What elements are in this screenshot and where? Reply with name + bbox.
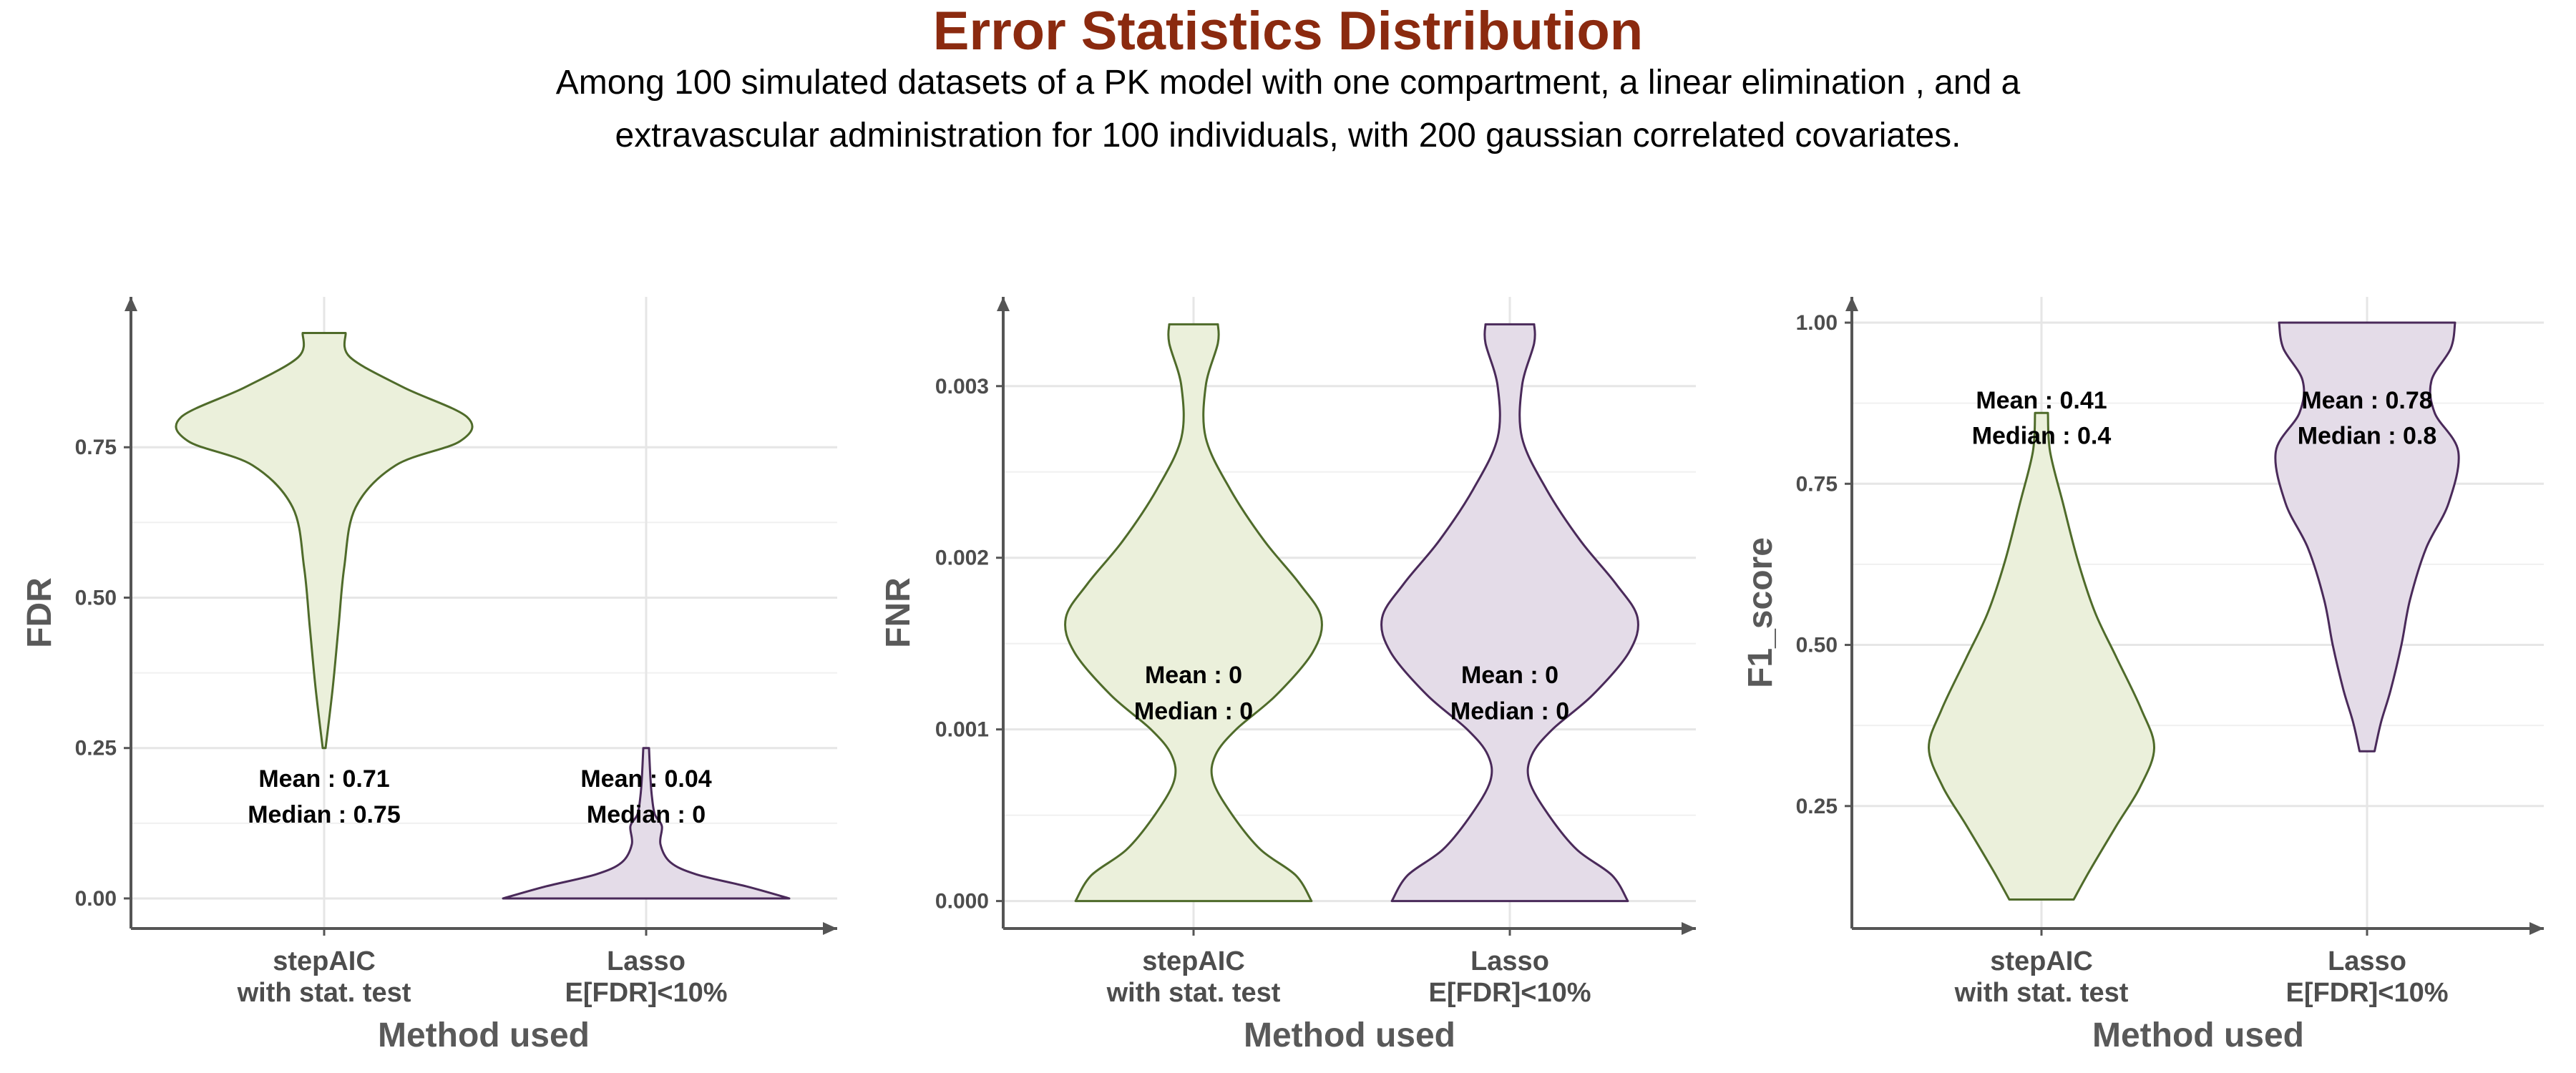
x-axis-arrow — [1682, 922, 1696, 935]
x-tick-label: Lasso E[FDR]<10% — [2286, 946, 2449, 1008]
violin-stepaic — [1064, 323, 1323, 903]
violin-lasso — [502, 747, 791, 900]
mean-annotation: Mean : 0.71 — [258, 765, 389, 793]
x-axis-arrow — [2529, 922, 2544, 935]
y-tick-label: 0.25 — [75, 737, 117, 760]
y-tick-label: 1.00 — [1796, 311, 1838, 335]
mean-annotation: Mean : 0.78 — [2301, 387, 2432, 414]
mean-annotation: Mean : 0 — [1461, 662, 1558, 689]
x-axis-title: Method used — [2092, 1016, 2304, 1054]
violin-stepaic — [1927, 411, 2156, 901]
x-tick-label: stepAIC with stat. test — [1106, 946, 1281, 1008]
y-tick-label: 0.50 — [1796, 634, 1838, 657]
y-tick-label: 0.50 — [75, 586, 117, 609]
chart-subtitle-line-2: extravascular administration for 100 ind… — [615, 117, 1961, 155]
y-axis-title: F1_score — [1742, 537, 1780, 688]
x-tick-label: Lasso E[FDR]<10% — [565, 946, 728, 1008]
violin-lasso — [1380, 323, 1639, 903]
y-tick-label: 0.75 — [75, 436, 117, 459]
y-axis-title: FNR — [879, 577, 917, 648]
y-tick-label: 0.002 — [935, 547, 989, 570]
x-tick-label: stepAIC with stat. test — [1954, 946, 2129, 1008]
y-tick-label: 0.25 — [1796, 795, 1838, 818]
median-annotation: Median : 0 — [587, 801, 706, 828]
x-axis-arrow — [823, 922, 837, 935]
y-tick-label: 0.001 — [935, 718, 989, 742]
chart-panel-fdr: 0.00 0.25 0.50 0.75 Mean : 0.71 Median : 0.75… — [21, 297, 837, 1054]
x-axis-title: Method used — [378, 1016, 590, 1054]
x-tick-label: Lasso E[FDR]<10% — [1429, 946, 1591, 1008]
mean-annotation: Mean : 0.41 — [1976, 387, 2107, 414]
y-axis-arrow — [1845, 297, 1858, 311]
y-tick-label: 0.75 — [1796, 472, 1838, 496]
y-axis-arrow — [997, 297, 1010, 311]
chart-panel-f1_score: 0.25 0.50 0.75 1.00 Mean : 0.41 Median : 0.4 M… — [1742, 297, 2544, 1054]
median-annotation: Median : 0 — [1450, 697, 1569, 725]
y-tick-label: 0.00 — [75, 887, 117, 911]
mean-annotation: Mean : 0 — [1145, 662, 1242, 689]
y-axis-arrow — [125, 297, 137, 311]
y-axis-title: FDR — [21, 577, 59, 648]
y-tick-label: 0.003 — [935, 375, 989, 398]
median-annotation: Median : 0 — [1134, 697, 1253, 725]
x-tick-label: stepAIC with stat. test — [237, 946, 411, 1008]
violin-lasso — [2274, 321, 2460, 753]
median-annotation: Median : 0.75 — [248, 801, 401, 828]
chart-subtitle-line-1: Among 100 simulated datasets of a PK mod… — [555, 64, 2021, 102]
x-axis-title: Method used — [1244, 1016, 1455, 1054]
chart-panel-fnr: 0.000 0.001 0.002 0.003 Mean : 0 Median : 0 Me… — [879, 297, 1696, 1054]
chart-title: Error Statistics Distribution — [932, 1, 1644, 62]
y-tick-label: 0.000 — [935, 890, 989, 913]
mean-annotation: Mean : 0.04 — [580, 765, 711, 793]
median-annotation: Median : 0.8 — [2298, 423, 2437, 450]
violin-stepaic — [175, 332, 474, 750]
median-annotation: Median : 0.4 — [1972, 423, 2112, 450]
